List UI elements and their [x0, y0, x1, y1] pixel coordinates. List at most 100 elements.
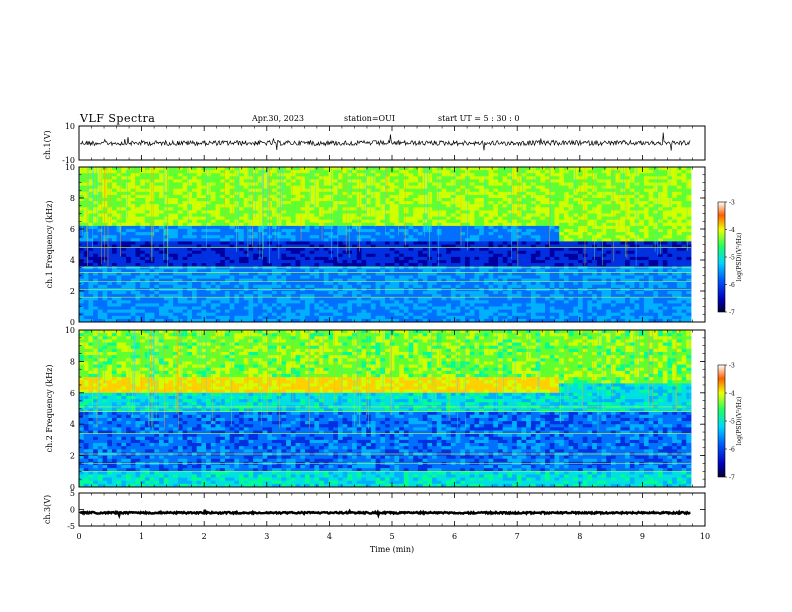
spectrogram-cell — [314, 222, 320, 227]
spectrogram-cell — [286, 207, 292, 211]
spectrogram-cell — [262, 303, 268, 307]
spectrogram-cell — [441, 238, 447, 242]
spectrogram-cell — [187, 247, 193, 252]
spectrogram-cell — [441, 253, 447, 258]
spectrogram-cell — [102, 278, 108, 283]
spectrogram-cell — [526, 238, 532, 242]
spectrogram-cell — [540, 222, 546, 227]
spectrogram-cell — [427, 222, 433, 227]
spectrogram-cell — [460, 281, 466, 286]
spectrogram-cell — [281, 318, 287, 323]
spectrogram-cell — [516, 272, 522, 276]
spectrogram-cell — [385, 229, 391, 233]
spectrogram-cell — [469, 263, 475, 267]
spectrogram-cell — [88, 300, 94, 304]
spectrogram-cell — [253, 309, 259, 314]
spectrogram-cell — [187, 263, 193, 267]
spectrogram-cell — [276, 204, 282, 208]
spectrogram-cell — [206, 309, 212, 314]
spectrogram-cell — [135, 204, 141, 208]
spectrogram-cell — [304, 294, 311, 298]
spectrogram-cell — [201, 291, 207, 295]
spectrogram-cell — [304, 167, 311, 171]
spectrogram-cell — [319, 306, 325, 310]
spectrogram-cell — [441, 182, 447, 186]
spectrogram-cell — [102, 179, 108, 183]
spectrogram-cell — [83, 260, 89, 264]
spectrogram-cell — [319, 222, 325, 227]
spectrogram-cell — [314, 179, 320, 183]
spectrogram-cell — [126, 312, 132, 317]
spectrogram-cell — [276, 297, 282, 301]
spectrogram-cell — [290, 238, 296, 242]
spectrogram-cell — [234, 191, 240, 196]
spectrogram-cell — [497, 278, 504, 283]
spectrogram-cell — [116, 284, 122, 289]
spectrogram-cell — [441, 303, 447, 307]
spectrogram-cell — [126, 232, 132, 236]
spectrogram-cell — [502, 170, 508, 174]
spectrogram-cell — [455, 306, 461, 310]
spectrogram-cell — [196, 210, 202, 214]
spectrogram-cell — [375, 207, 381, 211]
spectrogram-cell — [342, 216, 348, 221]
spectrogram-cell — [441, 201, 447, 205]
spectrogram-cell — [88, 191, 94, 196]
spectrogram-cell — [512, 229, 518, 233]
spectrogram-cell — [253, 222, 259, 227]
spectrogram-cell — [389, 272, 395, 276]
spectrogram-cell — [319, 284, 325, 289]
spectrogram-cell — [121, 291, 127, 295]
spectrogram-cell — [93, 253, 99, 258]
spectrogram-cell — [512, 250, 518, 255]
spectrogram-cell — [323, 284, 329, 289]
spectrogram-cell — [361, 309, 367, 314]
spectrogram-cell — [300, 318, 306, 323]
spectrogram-cell — [215, 170, 221, 174]
spectrogram-cell — [224, 194, 231, 199]
spectrogram-cell — [432, 278, 438, 283]
spectrogram-cell — [182, 191, 188, 196]
spectrogram-cell — [465, 253, 471, 258]
spectrogram-cell — [545, 191, 551, 196]
spectrogram-cell — [540, 284, 546, 289]
spectrogram-cell — [385, 253, 391, 258]
spectrogram-cell — [126, 191, 132, 196]
spectrogram-cell — [220, 256, 226, 261]
spectrogram-cell — [295, 185, 301, 190]
spectrogram-cell — [319, 263, 325, 267]
spectrogram-cell — [300, 241, 306, 245]
spectrogram-cell — [243, 173, 249, 177]
spectrogram-cell — [361, 306, 367, 310]
spectrogram-cell — [121, 207, 127, 211]
spectrogram-cell — [309, 191, 315, 196]
spectrogram-cell — [126, 250, 132, 255]
spectrogram-cell — [191, 284, 198, 289]
spectrogram-cell — [215, 309, 221, 314]
spectrogram-cell — [380, 284, 386, 289]
spectrogram-cell — [243, 167, 249, 171]
spectrogram-cell — [526, 315, 532, 320]
spectrogram-cell — [483, 284, 489, 289]
spectrogram-cell — [257, 253, 263, 258]
spectrogram-cell — [309, 188, 315, 193]
spectrogram-cell — [97, 315, 103, 320]
spectrogram-cell — [126, 306, 132, 310]
spectrogram-cell — [304, 185, 311, 190]
spectrogram-cell — [394, 194, 400, 199]
spectrogram-cell — [281, 232, 287, 236]
spectrogram-cell — [540, 303, 546, 307]
spectrogram-cell — [130, 269, 136, 273]
spectrogram-cell — [545, 300, 551, 304]
spectrogram-cell — [135, 185, 141, 190]
spectrogram-cell — [460, 256, 466, 261]
spectrogram-cell — [182, 241, 188, 245]
spectrogram-cell — [309, 263, 315, 267]
spectrogram-cell — [300, 300, 306, 304]
spectrogram-cell — [121, 238, 127, 242]
spectrogram-cell — [272, 191, 278, 196]
spectrogram-cell — [281, 278, 287, 283]
spectrogram-cell — [521, 167, 527, 171]
spectrogram-cell — [159, 306, 165, 310]
spectrogram-cell — [309, 194, 315, 199]
